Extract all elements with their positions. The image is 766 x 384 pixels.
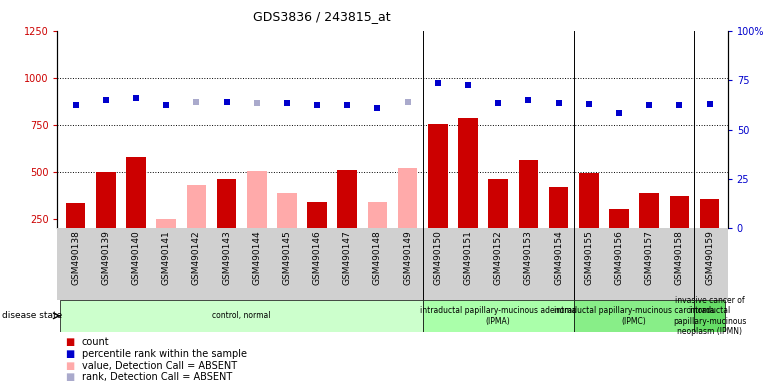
Text: percentile rank within the sample: percentile rank within the sample <box>82 349 247 359</box>
Bar <box>458 118 478 266</box>
Bar <box>96 172 116 266</box>
Text: GSM490142: GSM490142 <box>192 230 201 285</box>
Text: GSM490145: GSM490145 <box>283 230 291 285</box>
Text: GSM490151: GSM490151 <box>463 230 473 285</box>
Text: control, normal: control, normal <box>212 311 271 320</box>
Bar <box>548 187 568 266</box>
Bar <box>574 300 695 332</box>
Bar <box>423 300 574 332</box>
Bar <box>489 179 508 266</box>
Text: GSM490149: GSM490149 <box>403 230 412 285</box>
Text: GSM490153: GSM490153 <box>524 230 533 285</box>
Text: ■: ■ <box>65 349 74 359</box>
Bar <box>66 203 85 266</box>
Text: GSM490147: GSM490147 <box>343 230 352 285</box>
Bar <box>428 124 447 266</box>
Bar <box>519 160 538 266</box>
Text: GDS3836 / 243815_at: GDS3836 / 243815_at <box>253 10 391 23</box>
Bar <box>307 202 327 266</box>
Bar <box>156 219 176 266</box>
Bar <box>695 300 725 332</box>
Text: ■: ■ <box>65 361 74 371</box>
Text: GSM490140: GSM490140 <box>132 230 140 285</box>
Text: ■: ■ <box>65 372 74 382</box>
Bar <box>247 171 267 266</box>
Text: GSM490141: GSM490141 <box>162 230 171 285</box>
Text: GSM490154: GSM490154 <box>554 230 563 285</box>
Text: GSM490158: GSM490158 <box>675 230 684 285</box>
Text: GSM490157: GSM490157 <box>645 230 653 285</box>
Bar <box>126 157 146 266</box>
Bar <box>186 185 206 266</box>
Text: value, Detection Call = ABSENT: value, Detection Call = ABSENT <box>82 361 237 371</box>
Text: GSM490138: GSM490138 <box>71 230 80 285</box>
Bar <box>640 193 659 266</box>
Text: GSM490144: GSM490144 <box>252 230 261 285</box>
Bar <box>579 173 599 266</box>
Text: disease state: disease state <box>2 311 62 320</box>
Bar <box>338 170 357 266</box>
Text: intraductal papillary-mucinous adenoma
(IPMA): intraductal papillary-mucinous adenoma (… <box>420 306 576 326</box>
Text: GSM490155: GSM490155 <box>584 230 594 285</box>
Text: GSM490152: GSM490152 <box>494 230 502 285</box>
Text: GSM490159: GSM490159 <box>705 230 714 285</box>
Text: GSM490139: GSM490139 <box>101 230 110 285</box>
Text: intraductal papillary-mucinous carcinoma
(IPMC): intraductal papillary-mucinous carcinoma… <box>554 306 714 326</box>
Bar <box>669 197 689 266</box>
Text: GSM490146: GSM490146 <box>313 230 322 285</box>
Bar <box>398 168 417 266</box>
Bar <box>700 199 719 266</box>
Bar <box>217 179 237 266</box>
Bar <box>609 209 629 266</box>
Bar <box>277 193 296 266</box>
Text: GSM490148: GSM490148 <box>373 230 382 285</box>
Bar <box>61 300 423 332</box>
Text: GSM490156: GSM490156 <box>614 230 624 285</box>
Text: invasive cancer of
intraductal
papillary-mucinous
neoplasm (IPMN): invasive cancer of intraductal papillary… <box>673 296 746 336</box>
Text: GSM490150: GSM490150 <box>434 230 442 285</box>
Text: count: count <box>82 337 110 347</box>
Text: GSM490143: GSM490143 <box>222 230 231 285</box>
Text: rank, Detection Call = ABSENT: rank, Detection Call = ABSENT <box>82 372 232 382</box>
Text: ■: ■ <box>65 337 74 347</box>
Bar <box>368 202 388 266</box>
